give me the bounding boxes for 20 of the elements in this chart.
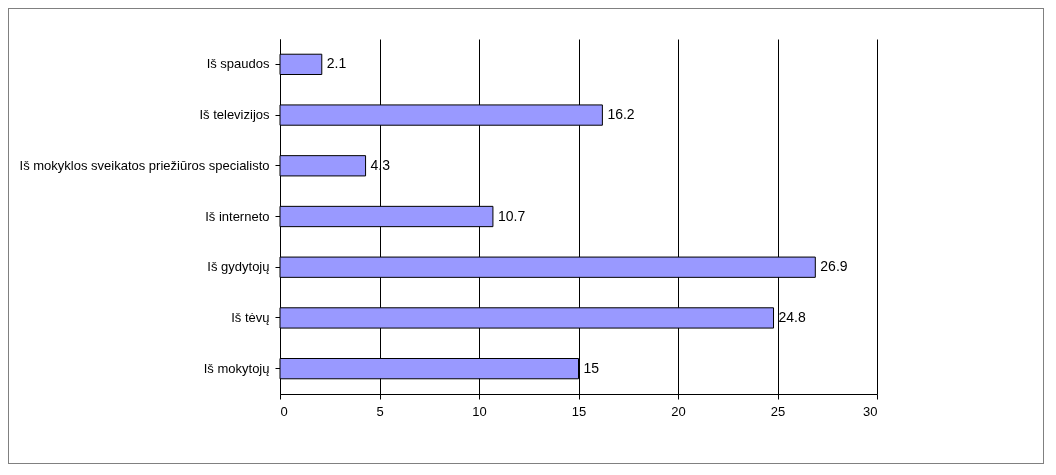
data-label: 16.2 [607,106,635,123]
x-tick-label: 20 [671,403,686,419]
y-tick-label: Iš interneto [205,208,270,224]
x-tick-label: 0 [280,403,288,419]
data-label: 24.8 [778,308,806,325]
y-tick-label: Iš televizijos [199,107,270,123]
y-tick-label: Iš mokyklos sveikatos priežiūros specialisto [19,157,270,173]
y-tick-label: Iš spaudos [206,56,270,72]
data-label: 10.7 [497,207,526,224]
x-tick-label: 30 [863,403,878,419]
data-label: 2.1 [326,55,347,72]
y-tick-label: Iš gydytojų [207,259,270,275]
x-tick-label: 25 [770,403,786,419]
x-tick-label: 15 [571,403,587,419]
y-tick-label: Iš mokytojų [203,360,270,376]
data-label: 15 [583,359,600,376]
x-tick-label: 5 [376,403,384,419]
x-tick-label: 10 [472,403,487,419]
y-tick-label: Iš tėvų [231,309,270,325]
data-label: 26.9 [820,258,848,275]
